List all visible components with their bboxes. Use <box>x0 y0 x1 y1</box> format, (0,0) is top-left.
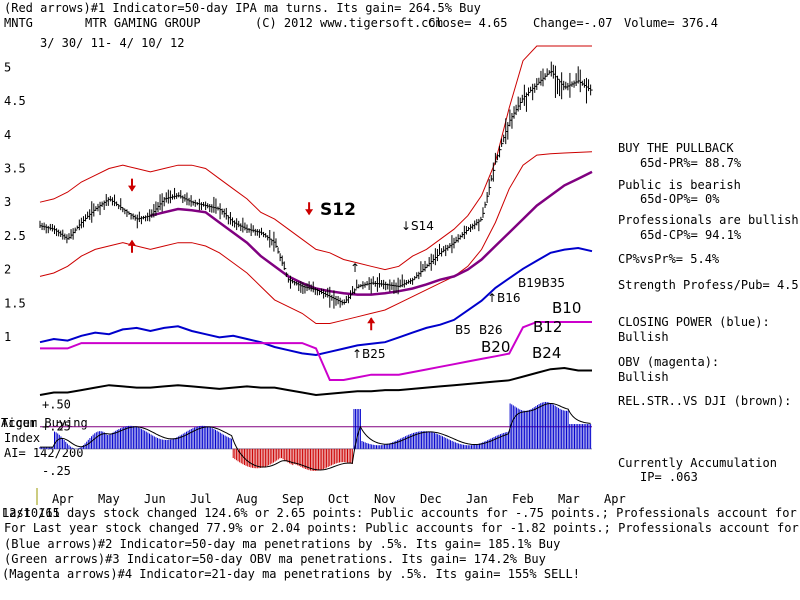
annotation-b5: B5 <box>455 323 471 337</box>
rp-closing-power: CLOSING POWER (blue): <box>618 315 770 329</box>
month-label: Mar <box>558 492 580 506</box>
month-label: Feb <box>512 492 534 506</box>
price-tick-label: 4.5 <box>4 94 26 108</box>
month-label: Sep <box>282 492 304 506</box>
month-label: Nov <box>374 492 396 506</box>
sell-arrow-1-head <box>128 185 136 192</box>
rp-cpvspr: CP%vsPr%= 5.4% <box>618 252 720 266</box>
price-tick-label: 2 <box>4 263 11 277</box>
annotation-b35: B19B35 <box>518 276 565 290</box>
buy-arrow-2-head <box>367 317 376 324</box>
rp-public: Public is bearish <box>618 178 741 192</box>
accum-ma-line <box>40 403 591 471</box>
relstr-line <box>39 366 592 397</box>
accum-tick-label: +.25 <box>42 420 71 434</box>
accumulation-histogram: +.50 +.25 -.25 <box>39 398 592 478</box>
annotation-b20: B20 <box>481 338 510 356</box>
bollinger-bands <box>39 45 593 324</box>
header-daterange: 3/ 30/ 11- 4/ 10/ 12 <box>40 36 185 50</box>
indicator-lines <box>39 246 593 397</box>
price-tick-label: 5 <box>4 60 11 74</box>
rp-cp: 65d-CP%= 94.1% <box>640 228 742 242</box>
annotation-b16: ↑B16 <box>487 291 521 305</box>
month-label: Apr <box>52 492 74 506</box>
footer-overlap-date: 12/10/11 <box>2 506 60 520</box>
rp-pr: 65d-PR%= 88.7% <box>640 156 742 170</box>
lp-label-accum: Accum <box>1 416 37 430</box>
price-tick-label: 3 <box>4 195 11 209</box>
rp-professionals: Professionals are bullish <box>618 213 799 227</box>
month-label: Aug <box>236 492 258 506</box>
annotation-b10: B10 <box>552 299 581 317</box>
footer-green-arrows: (Green arrows)#3 Indicator=50-day OBV ma… <box>4 552 546 566</box>
footer-magenta-arrows: (Magenta arrows)#4 Indicator=21-day ma p… <box>2 567 580 581</box>
rp-obv: OBV (magenta): <box>618 355 719 369</box>
price-tick-label: 1 <box>4 330 11 344</box>
rp-ip: IP= .063 <box>640 470 698 484</box>
accum-tick-label: -.25 <box>42 464 71 478</box>
closing-power-line <box>39 246 593 357</box>
annotation-b26: B26 <box>479 323 503 337</box>
header-company: MTR GAMING GROUP <box>85 16 201 30</box>
price-tick-label: 3.5 <box>4 162 26 176</box>
rp-relstr: REL.STR..VS DJI (brown): <box>618 394 791 408</box>
signal-arrows <box>128 178 376 331</box>
month-axis: Apr May Jun Jul Aug Sep Oct Nov Dec Jan Feb Mar Apr <box>36 488 626 506</box>
month-label: Jan <box>466 492 488 506</box>
rp-strength: Strength Profess/Pub= 4.5 <box>618 278 799 292</box>
footer-last-year: For Last year stock changed 77.9% or 2.0… <box>4 521 800 535</box>
annotation-b12: B12 <box>533 318 562 336</box>
annotation-b24: B24 <box>532 344 561 362</box>
month-label: Oct <box>328 492 350 506</box>
rp-accum: Currently Accumulation <box>618 456 777 470</box>
month-label: May <box>98 492 120 506</box>
ma-50-line <box>150 170 593 296</box>
month-label: Jul <box>190 492 212 506</box>
header-volume: Volume= 376.4 <box>624 16 718 30</box>
header-line1: (Red arrows)#1 Indicator=50-day IPA ma t… <box>4 1 481 15</box>
header-close: Close= 4.65 <box>428 16 507 30</box>
rp-cp-bullish: Bullish <box>618 330 669 344</box>
rp-buy-pullback: BUY THE PULLBACK <box>618 141 734 155</box>
header-ticker: MNTG <box>4 16 33 30</box>
price-tick-label: 1.5 <box>4 296 26 310</box>
rp-op: 65d-OP%= 0% <box>640 192 720 206</box>
header-copyright: (C) 2012 www.tigersoft.com <box>255 16 443 30</box>
price-tick-label: 2.5 <box>4 229 26 243</box>
month-label: Dec <box>420 492 442 506</box>
price-bars <box>39 61 593 309</box>
rp-obv-bullish: Bullish <box>618 370 669 384</box>
lp-label-index: Index <box>4 431 40 445</box>
annotation-b25a: ↑B25 <box>352 347 386 361</box>
buy-arrow-1-head <box>128 239 136 246</box>
month-label: Jun <box>144 492 166 506</box>
annotation-up-arrow: ↑ <box>350 261 360 275</box>
annotation-s14: ↓S14 <box>401 219 434 233</box>
upper-band-line <box>39 45 592 271</box>
header-change: Change=-.07 <box>533 16 612 30</box>
footer-last-165: Last 165 days stock changed 124.6% or 2.… <box>2 506 800 520</box>
price-tick-label: 4 <box>4 128 11 142</box>
month-label: Apr <box>604 492 626 506</box>
accum-tick-label: +.50 <box>42 398 71 412</box>
moving-average <box>150 170 593 296</box>
footer-blue-arrows: (Blue arrows)#2 Indicator=50-day ma pene… <box>4 537 560 551</box>
lp-label-ai: AI= 142/200 <box>4 446 83 460</box>
price-axis: 5 4.5 4 3.5 3 2.5 2 1.5 1 <box>4 60 26 344</box>
annotation-s12: S12 <box>320 200 356 220</box>
obv-line <box>40 321 592 381</box>
sell-arrow-2-head <box>305 209 314 216</box>
